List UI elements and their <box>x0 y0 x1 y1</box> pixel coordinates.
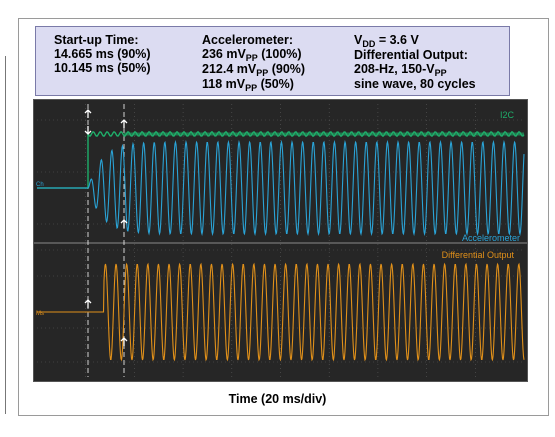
arrow-startup-top <box>120 119 128 128</box>
x-axis-caption: Time (20 ms/div) <box>228 392 327 406</box>
startup-90: 14.665 ms (90%) <box>54 47 151 61</box>
accel-row-100: 236 mVPP (100%) <box>202 47 302 63</box>
accel-heading: Accelerometer: <box>202 33 294 47</box>
arrow-trigger-top <box>84 109 92 118</box>
startup-heading: Start-up Time: <box>54 33 139 47</box>
trace-accelerometer <box>37 139 525 237</box>
tag-diff-channel: Ms <box>36 311 44 317</box>
accel-row-50: 118 mVPP (50%) <box>202 77 294 93</box>
left-rule <box>5 56 6 414</box>
arrow-startup-accel <box>120 219 128 228</box>
startup-column: Start-up Time: 14.665 ms (90%) 10.145 ms… <box>54 33 151 75</box>
diff-heading: Differential Output: <box>354 48 468 62</box>
arrow-trigger-diff <box>84 299 92 308</box>
scope-svg: I2C Accelerometer Differential Output Ch Ms <box>34 104 527 377</box>
accel-row-90: 212.4 mVPP (90%) <box>202 62 306 78</box>
oscilloscope-plot: I2C Accelerometer Differential Output Ch Ms <box>33 99 528 382</box>
diff-tail: sine wave, 80 cycles <box>354 77 476 91</box>
label-differential-output: Differential Output <box>442 250 515 260</box>
label-i2c: I2C <box>500 110 515 120</box>
arrow-startup-diff <box>120 337 128 346</box>
vdd-label: VDD = 3.6 V <box>354 33 419 49</box>
diff-freq: 208-Hz, 150-VPP <box>354 62 447 78</box>
startup-50: 10.145 ms (50%) <box>54 61 151 75</box>
trace-differential-output <box>37 262 525 362</box>
tag-accel-channel: Ch <box>36 182 44 188</box>
info-box: Start-up Time: 14.665 ms (90%) 10.145 ms… <box>35 26 510 96</box>
accel-column: Accelerometer: 236 mVPP (100%) 212.4 mVP… <box>202 33 306 93</box>
output-column: VDD = 3.6 V Differential Output: 208-Hz,… <box>354 33 476 91</box>
arrow-trigger-bottom <box>84 126 92 135</box>
label-accelerometer: Accelerometer <box>462 233 520 243</box>
